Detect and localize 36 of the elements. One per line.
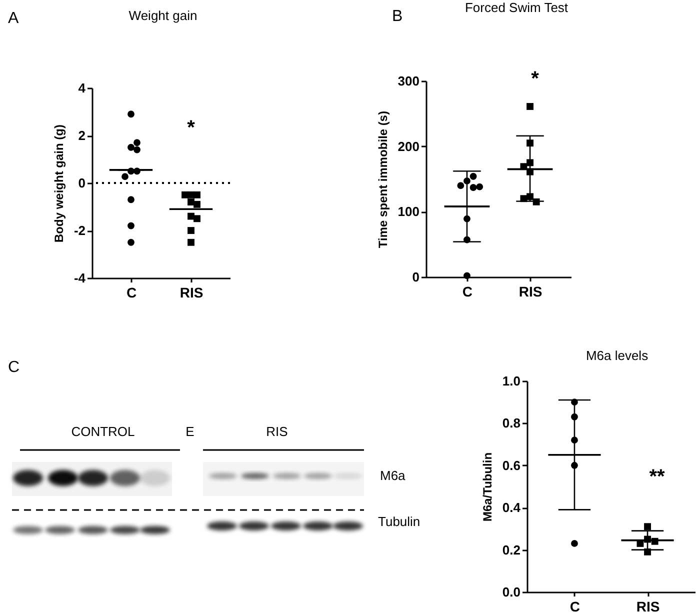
text: M6a — [380, 468, 406, 483]
y-tick-label: 1.0 — [502, 374, 520, 388]
y-tick-label: 0 — [78, 176, 86, 190]
chart-title: Weight gain — [128, 8, 198, 23]
annotation: * — [187, 117, 196, 139]
annotation: ** — [649, 466, 665, 488]
text: C — [8, 359, 20, 376]
text: A — [8, 10, 19, 27]
y-tick-label: 0.4 — [502, 500, 522, 516]
y-tick-label: 0.6 — [502, 458, 520, 473]
text: E — [186, 424, 195, 439]
chart-title: Forced Swim Test — [464, 0, 568, 15]
y-tick-label: -2 — [74, 223, 86, 238]
text: B — [392, 8, 403, 25]
x-tick-label: RIS — [518, 284, 542, 300]
x-tick-label: C — [462, 284, 473, 300]
x-tick-label: RIS — [180, 284, 204, 300]
text: RIS — [266, 424, 288, 439]
y-axis-title: Body weight gain (g) — [52, 124, 66, 242]
annotation: * — [531, 68, 540, 90]
y-tick-label: 2 — [78, 128, 86, 143]
y-tick-label: 0.2 — [502, 542, 520, 558]
y-tick-label: 0.8 — [502, 416, 520, 431]
y-tick-label: -4 — [74, 270, 86, 286]
y-tick-label: 4 — [78, 80, 86, 96]
y-tick-label: 0 — [412, 270, 420, 284]
y-tick-label: 300 — [398, 74, 420, 88]
y-tick-label: 100 — [398, 204, 420, 220]
y-axis-title: Time spent immobile (s) — [376, 110, 390, 248]
y-axis-title: M6a/Tubulin — [480, 452, 494, 522]
chart-title: M6a levels — [586, 348, 649, 363]
y-tick-label: 200 — [398, 138, 420, 154]
x-tick-label: C — [126, 284, 137, 300]
y-tick-label: 0.0 — [502, 584, 520, 600]
text: Tubulin — [378, 514, 420, 529]
text: CONTROL — [71, 424, 135, 439]
